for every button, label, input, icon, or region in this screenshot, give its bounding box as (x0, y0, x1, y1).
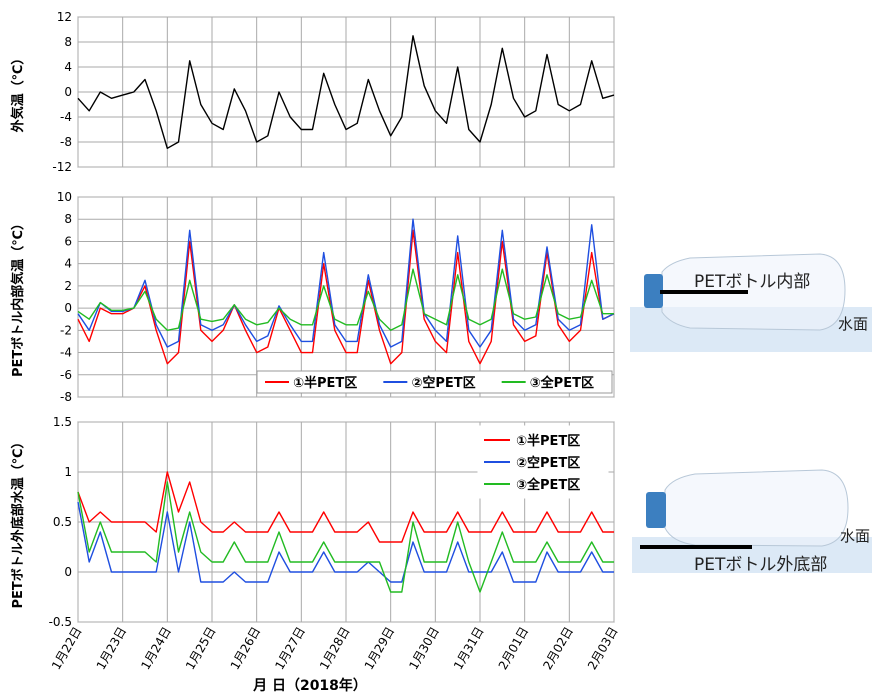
y-tick-label: -12 (52, 160, 72, 174)
y-axis-title: 外気温（℃） (10, 52, 26, 134)
y-tick-label: 10 (57, 190, 72, 204)
y-axis-title: PETボトル外底部水温（℃） (10, 435, 26, 608)
y-tick-label: -8 (60, 390, 72, 404)
diagram-label: PETボトル内部 (694, 272, 810, 292)
y-tick-label: 8 (64, 212, 72, 226)
series-line (77, 471, 614, 543)
x-tick-label: 1月25日 (183, 625, 219, 673)
y-tick-label: 0 (64, 565, 72, 579)
legend-label: ②空PET区 (411, 375, 475, 391)
bottle-cap (646, 492, 666, 528)
y-tick-label: -4 (60, 110, 72, 124)
x-axis-title: 月 日（2018年） (252, 677, 367, 694)
x-tick-label: 1月26日 (228, 625, 264, 673)
x-tick-label: 2月01日 (496, 625, 532, 673)
y-tick-label: -0.5 (49, 615, 72, 629)
legend-label: ①半PET区 (293, 375, 357, 391)
legend-box (477, 425, 609, 499)
y-tick-label: 0 (64, 301, 72, 315)
y-tick-label: 4 (64, 60, 72, 74)
series-line (77, 229, 615, 365)
series-line (77, 218, 615, 348)
x-tick-label: 1月28日 (317, 625, 353, 673)
y-tick-label: 1 (64, 465, 72, 479)
legend-box (256, 370, 613, 394)
x-tick-label: 1月29日 (362, 625, 398, 673)
y-tick-label: 2 (64, 279, 72, 293)
bottle (661, 253, 846, 331)
water-label: 水面 (838, 315, 868, 333)
x-tick-label: 2月03日 (585, 625, 621, 673)
x-tick-label: 1月30日 (406, 625, 442, 673)
y-tick-label: 4 (64, 257, 72, 271)
x-tick-label: 1月23日 (94, 625, 130, 673)
lower-diagram: PETボトル外底部 水面 (632, 469, 872, 575)
x-tick-label: 1月27日 (272, 625, 308, 673)
x-tick-label: 1月24日 (138, 625, 174, 673)
x-tick-label: 2月02日 (540, 625, 576, 673)
y-tick-label: 1.5 (53, 415, 72, 429)
series-line (77, 268, 614, 331)
legend-label: ①半PET区 (516, 433, 580, 449)
legend-label: ②空PET区 (516, 455, 580, 471)
bottle (664, 469, 849, 547)
series-line (77, 35, 615, 149)
water-label: 水面 (840, 527, 870, 545)
diagram-label: PETボトル外底部 (694, 555, 827, 575)
y-tick-label: -8 (60, 135, 72, 149)
legend-label: ③全PET区 (516, 477, 580, 493)
y-tick-label: -4 (60, 346, 72, 360)
y-tick-label: 8 (64, 35, 72, 49)
series-line (77, 481, 614, 593)
y-tick-label: -2 (60, 323, 72, 337)
x-tick-label: 1月31日 (451, 625, 487, 673)
y-tick-label: -6 (60, 368, 72, 382)
series-line (77, 501, 614, 583)
legend-label: ③全PET区 (530, 375, 594, 391)
bottle-cap (644, 274, 663, 308)
y-axis-title: PETボトル内部気温（℃） (10, 217, 26, 377)
upper-diagram: PETボトル内部 水面 (630, 253, 872, 352)
y-tick-label: 0 (64, 85, 72, 99)
y-tick-label: 12 (57, 10, 72, 24)
x-tick-label: 1月22日 (49, 625, 85, 673)
y-tick-label: 6 (64, 234, 72, 248)
y-tick-label: 0.5 (53, 515, 72, 529)
